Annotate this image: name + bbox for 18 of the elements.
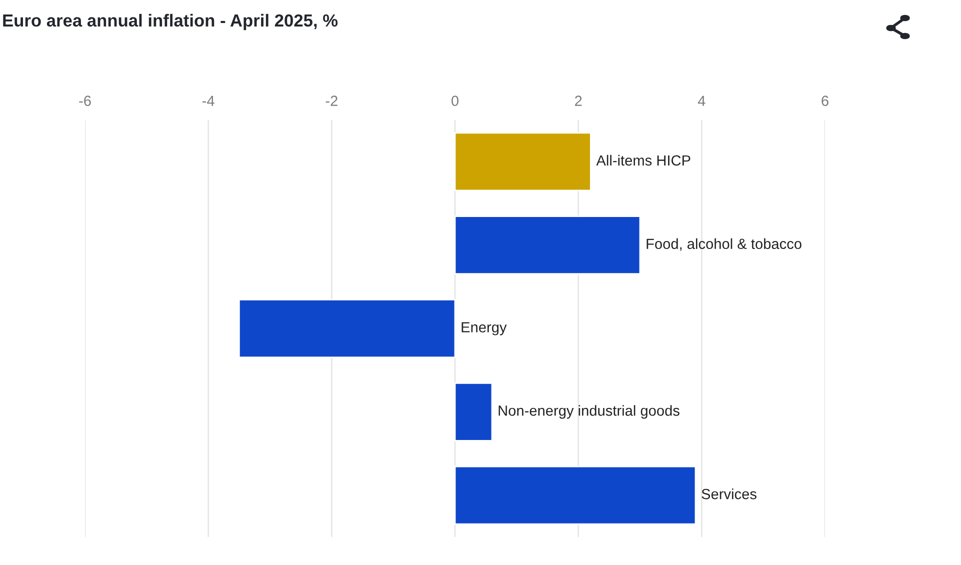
x-tick-label: 0: [452, 96, 458, 106]
x-tick-label: 6: [822, 96, 828, 106]
bar: [454, 466, 696, 525]
y-tick-label: Services: [702, 488, 756, 500]
y-tick-label: Food, alcohol & tobacco: [646, 238, 802, 251]
x-tick-label: 2: [575, 96, 582, 106]
y-tick-label: Non-energy industrial goods: [498, 405, 680, 419]
chart-title: Euro area annual inflation - April 2025, %: [3, 14, 338, 30]
y-tick-label: Energy: [462, 322, 507, 336]
x-tick-label: -6: [79, 96, 91, 106]
y-tick-label: All-items HICP: [596, 154, 690, 166]
bar: [454, 216, 641, 275]
bar: [238, 299, 456, 358]
bar: [454, 382, 493, 442]
x-tick-label: -2: [326, 96, 338, 106]
x-tick-label: 4: [698, 96, 706, 106]
bar: [454, 132, 592, 192]
x-tick-label: -4: [202, 96, 214, 106]
